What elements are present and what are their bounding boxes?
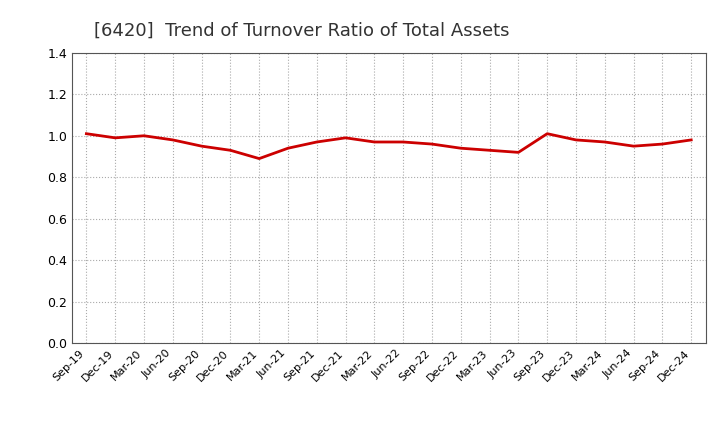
Text: [6420]  Trend of Turnover Ratio of Total Assets: [6420] Trend of Turnover Ratio of Total … [94,22,509,40]
